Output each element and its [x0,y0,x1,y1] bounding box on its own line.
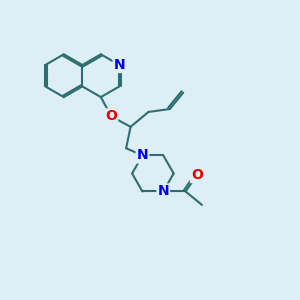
Text: O: O [191,168,203,182]
Text: N: N [137,148,148,163]
Text: N: N [158,184,169,199]
Text: O: O [105,110,117,123]
Text: N: N [114,58,125,72]
